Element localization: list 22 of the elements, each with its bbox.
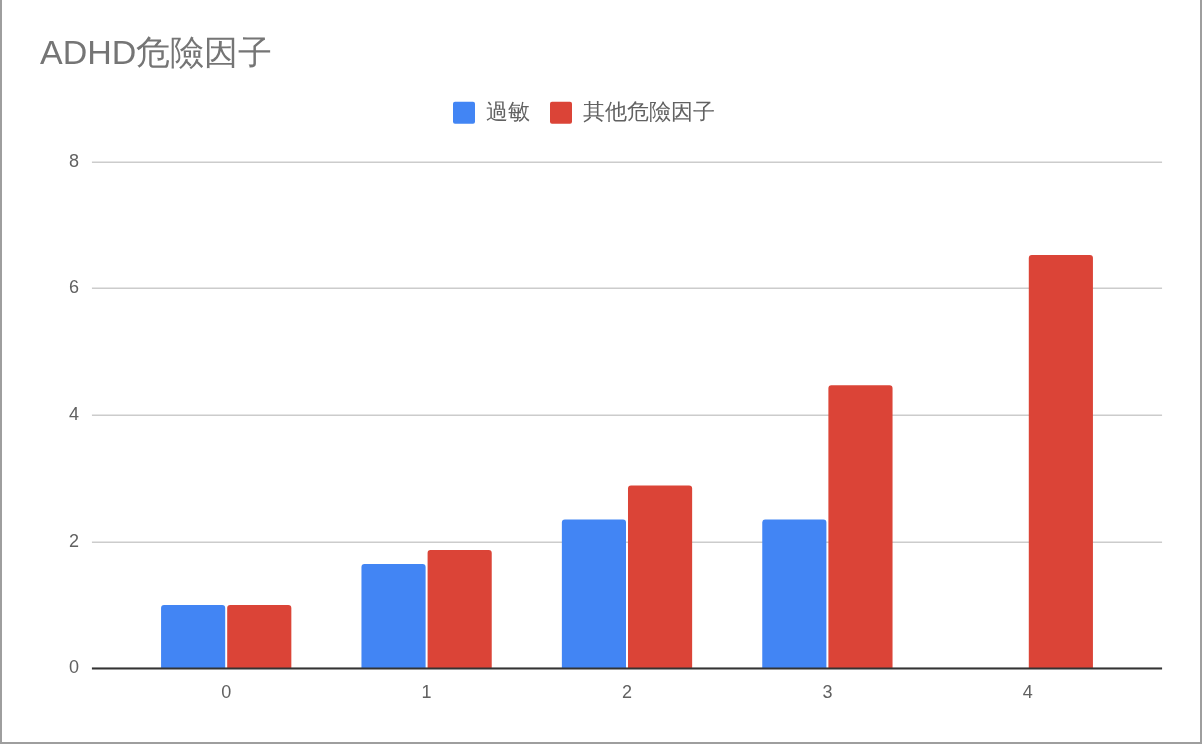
bar [762,519,827,669]
y-tick-label: 8 [68,150,79,171]
legend-label: 其他危險因子 [583,98,715,124]
legend-label: 過敏 [486,98,530,124]
bar [627,485,693,669]
x-tick-label: 1 [421,682,432,703]
bar [427,549,492,669]
x-tick-label: 4 [1022,682,1033,703]
bar [561,519,627,669]
y-tick-label: 2 [68,530,79,551]
x-tick-label: 0 [221,682,232,703]
bar [1028,254,1093,669]
y-tick-label: 4 [68,404,79,425]
bar [227,605,292,669]
y-tick-label: 6 [68,277,79,298]
bar [361,563,426,669]
bar [161,605,226,669]
x-tick-label: 2 [621,682,633,703]
y-tick-label: 0 [68,657,79,678]
x-tick-label: 3 [822,682,833,703]
chart-title: ADHD危險因子 [40,32,273,71]
bar [828,385,893,669]
